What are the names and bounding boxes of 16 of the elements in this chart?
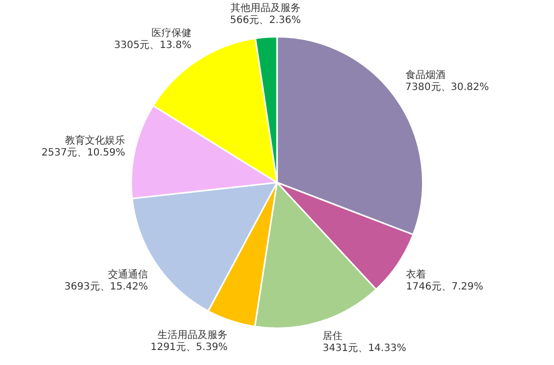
slice-label: 居住 xyxy=(322,331,343,342)
data-label: 1291元、5.39% xyxy=(150,342,228,353)
data-label: 3693元、15.42% xyxy=(64,281,148,292)
slice-label: 生活用品及服务 xyxy=(158,328,228,341)
data-label: 3305元、13.8% xyxy=(114,40,192,51)
data-label: 566元、2.36% xyxy=(230,14,301,26)
slice-label: 其他用品及服务 xyxy=(230,2,300,14)
slice-label: 教育文化娱乐 xyxy=(65,134,126,147)
data-label: 1746元、7.29% xyxy=(406,281,484,292)
data-label: 3431元、14.33% xyxy=(322,343,406,354)
slice-label: 食品烟酒 xyxy=(405,68,446,81)
slice-label: 衣着 xyxy=(406,268,426,280)
data-label: 7380元、30.82% xyxy=(405,82,489,93)
slice-label: 医疗保健 xyxy=(151,26,192,39)
data-label: 2537元、10.59% xyxy=(41,148,126,159)
slice-label: 交通通信 xyxy=(108,268,148,280)
